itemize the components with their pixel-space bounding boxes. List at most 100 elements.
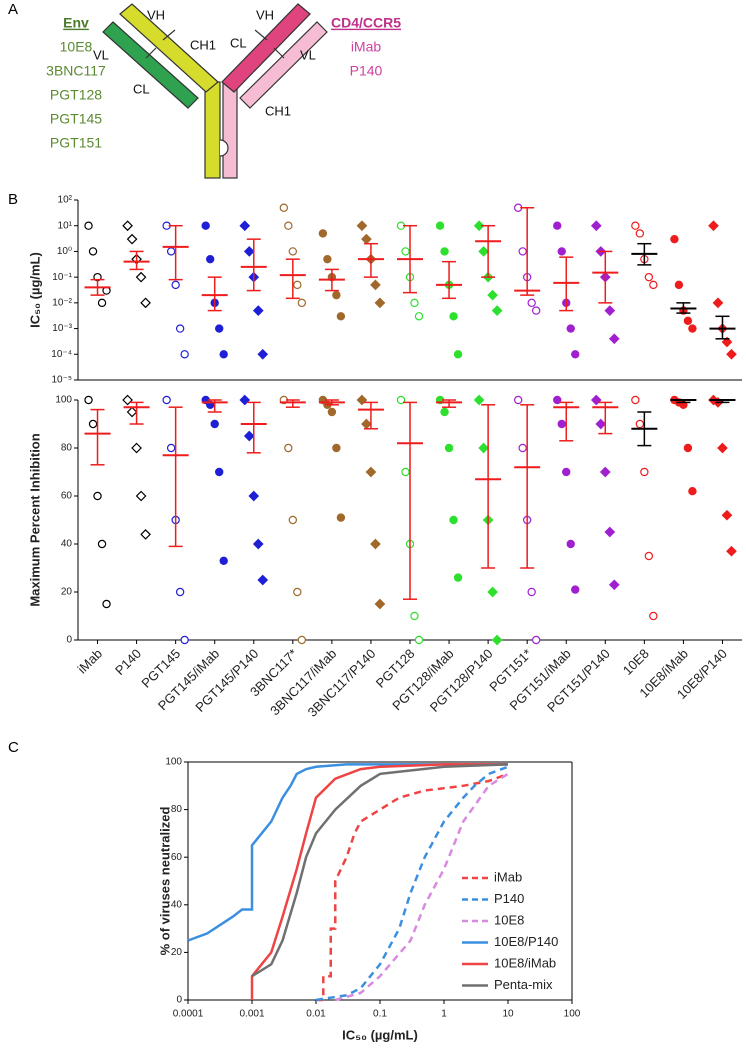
point (688, 324, 697, 333)
env-list: Env 10E8 3BNC117 PGT128 PGT145 PGT151 (46, 15, 106, 151)
x-tick-label: 100 (564, 1009, 581, 1020)
point (531, 635, 541, 645)
point (688, 487, 697, 496)
point (401, 247, 410, 256)
legend-label: 10E8/iMab (494, 955, 556, 970)
series-line (315, 765, 509, 1002)
x-tick-label: 0.0001 (173, 1009, 204, 1020)
y-tick-label: 0 (176, 995, 182, 1006)
point (635, 229, 645, 238)
point (444, 443, 454, 453)
point (284, 221, 293, 230)
point (396, 395, 406, 405)
point (215, 467, 224, 477)
point (219, 350, 228, 359)
y-tick-label: 20 (171, 947, 183, 958)
point (717, 442, 728, 454)
point (243, 246, 255, 257)
y-tick-label: 10⁻¹ (52, 272, 72, 283)
point (243, 430, 255, 442)
env-item: 10E8 (60, 39, 93, 55)
point (162, 395, 171, 405)
point (88, 419, 98, 429)
domain-label: VL (93, 47, 109, 62)
y-tick-label: 10⁻³ (52, 323, 72, 334)
point (288, 247, 298, 256)
x-tick-label: 0.01 (306, 1009, 326, 1020)
series-line (334, 772, 509, 1002)
domain-labels: VH CH1 VL CL VH CL VL CH1 (93, 7, 316, 118)
domain-label: VH (147, 7, 165, 22)
point (410, 611, 419, 621)
series-line (251, 763, 509, 978)
point (180, 635, 189, 645)
y-tick-label: 10¹ (58, 220, 73, 231)
point (297, 298, 307, 308)
y-tick-label: 40 (171, 899, 183, 910)
point (257, 574, 269, 586)
x-tick-label: 0.001 (239, 1009, 264, 1020)
y-tick-label: 0 (66, 635, 72, 646)
point (323, 254, 332, 264)
domain-divider (254, 29, 268, 41)
point (135, 271, 147, 283)
point (449, 515, 458, 525)
point (453, 350, 463, 359)
point (293, 587, 302, 597)
point (487, 586, 498, 598)
heavy-chain-arm (119, 3, 219, 93)
y-tick-label: 80 (171, 804, 183, 815)
point (566, 324, 575, 333)
point (644, 272, 654, 282)
domain-label: CL (133, 81, 150, 96)
point (97, 539, 107, 549)
point (414, 312, 424, 321)
cd4-title: CD4/CCR5 (331, 15, 401, 31)
point (140, 297, 151, 309)
y-tick-label: 10⁰ (57, 246, 72, 257)
point (370, 279, 381, 291)
point (248, 490, 260, 502)
point (571, 350, 580, 359)
x-tick-label: 0.1 (373, 1009, 387, 1020)
env-item: 3BNC117 (46, 63, 106, 79)
point (166, 247, 176, 256)
point (206, 254, 215, 264)
point (166, 443, 176, 453)
point (370, 538, 381, 550)
point (683, 443, 693, 453)
point (361, 418, 372, 430)
point (473, 220, 485, 232)
point (318, 229, 328, 238)
y-axis-label: IC₅₀ (µg/mL) (27, 252, 42, 328)
point (252, 538, 264, 550)
point (175, 324, 185, 333)
cd4-item: iMab (351, 39, 382, 55)
point (336, 513, 346, 522)
point (288, 515, 298, 525)
point (527, 298, 536, 308)
point (332, 290, 341, 300)
point (332, 443, 341, 453)
point (336, 312, 346, 321)
series-line (187, 763, 508, 942)
point (449, 312, 458, 321)
point (414, 635, 424, 645)
heavy-chain-stem (222, 81, 238, 179)
point (553, 221, 562, 230)
point (721, 336, 733, 348)
domain-label: CL (230, 35, 247, 50)
point (604, 305, 616, 316)
point (608, 333, 620, 345)
legend-label: Penta-mix (494, 977, 553, 992)
point (410, 298, 419, 308)
x-tick-label: 10E8 (620, 646, 652, 678)
panel-label: A (8, 1, 18, 18)
point (491, 634, 503, 646)
point (171, 280, 180, 290)
point (644, 551, 654, 561)
point (440, 407, 449, 417)
legend-label: 10E8/P140 (494, 934, 558, 949)
point (649, 611, 658, 621)
